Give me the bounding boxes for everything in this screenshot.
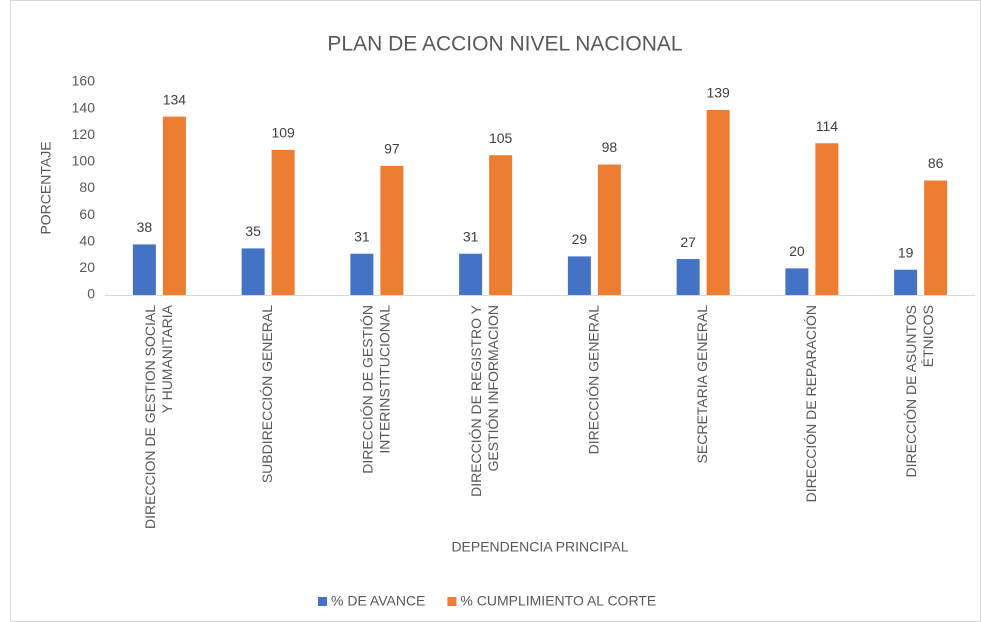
- data-label: 31: [463, 228, 479, 244]
- bar: [380, 165, 404, 295]
- bar: [162, 116, 186, 295]
- x-tick-label: DIRECCIÓN DE GESTIÓNINTERINSTITUCIONAL: [359, 305, 392, 474]
- y-tick-label: 160: [72, 73, 96, 89]
- bar: [894, 269, 918, 295]
- bar: [785, 268, 809, 295]
- y-tick-label: 140: [72, 99, 96, 115]
- x-tick-label: SECRETARIA GENERAL: [694, 305, 710, 464]
- legend-swatch: [447, 597, 457, 606]
- bar: [567, 256, 591, 295]
- bar: [459, 253, 483, 295]
- bar: [815, 143, 839, 295]
- data-label: 20: [789, 243, 805, 259]
- bar: [489, 155, 513, 295]
- data-label: 27: [680, 234, 696, 250]
- data-label: 38: [137, 219, 153, 235]
- data-label: 98: [602, 139, 618, 155]
- bar: [271, 149, 295, 295]
- data-label: 29: [572, 231, 588, 247]
- bar: [706, 109, 730, 295]
- bar: [241, 248, 265, 295]
- bar: [676, 259, 700, 295]
- data-label: 35: [245, 223, 261, 239]
- y-tick-label: 120: [72, 126, 96, 142]
- bar: [924, 180, 948, 295]
- x-tick-label: DIRECCION DE GESTION SOCIALY HUMANITARIA: [142, 304, 175, 529]
- y-tick-label: 80: [79, 179, 95, 195]
- x-tick-label: DIRECCIÓN DE REPARACIÓN: [803, 305, 819, 502]
- legend-label: % CUMPLIMIENTO AL CORTE: [460, 593, 656, 609]
- legend-label: % DE AVANCE: [331, 593, 425, 609]
- data-label: 19: [898, 244, 914, 260]
- data-label: 97: [384, 141, 400, 157]
- y-axis-title: PORCENTAJE: [38, 141, 54, 234]
- x-tick-label: SUBDIRECCIÓN GENERAL: [259, 305, 275, 483]
- y-tick-label: 20: [79, 259, 95, 275]
- y-tick-label: 60: [79, 206, 95, 222]
- chart-frame: [10, 0, 981, 622]
- data-label: 114: [816, 118, 839, 134]
- bar: [597, 164, 621, 295]
- data-label: 139: [706, 85, 730, 101]
- y-tick-label: 0: [87, 286, 95, 302]
- legend-swatch: [318, 597, 327, 606]
- y-tick-label: 100: [72, 153, 96, 169]
- x-tick-label: DIRECCIÓN DE ASUNTOSÉTNICOS: [903, 305, 936, 477]
- chart-title: PLAN DE ACCION NIVEL NACIONAL: [327, 33, 682, 56]
- data-label: 134: [163, 91, 187, 107]
- data-label: 109: [271, 125, 295, 141]
- bar: [350, 253, 374, 295]
- bar: [132, 244, 156, 295]
- y-tick-label: 40: [79, 232, 95, 248]
- data-label: 86: [928, 155, 944, 171]
- x-axis-title: DEPENDENCIA PRINCIPAL: [451, 539, 628, 555]
- data-label: 105: [489, 130, 513, 146]
- x-tick-label: DIRECCIÓN DE REGISTRO YGESTIÓN INFORMACI…: [468, 304, 501, 497]
- x-tick-label: DIRECCIÓN GENERAL: [585, 305, 601, 455]
- data-label: 31: [354, 228, 370, 244]
